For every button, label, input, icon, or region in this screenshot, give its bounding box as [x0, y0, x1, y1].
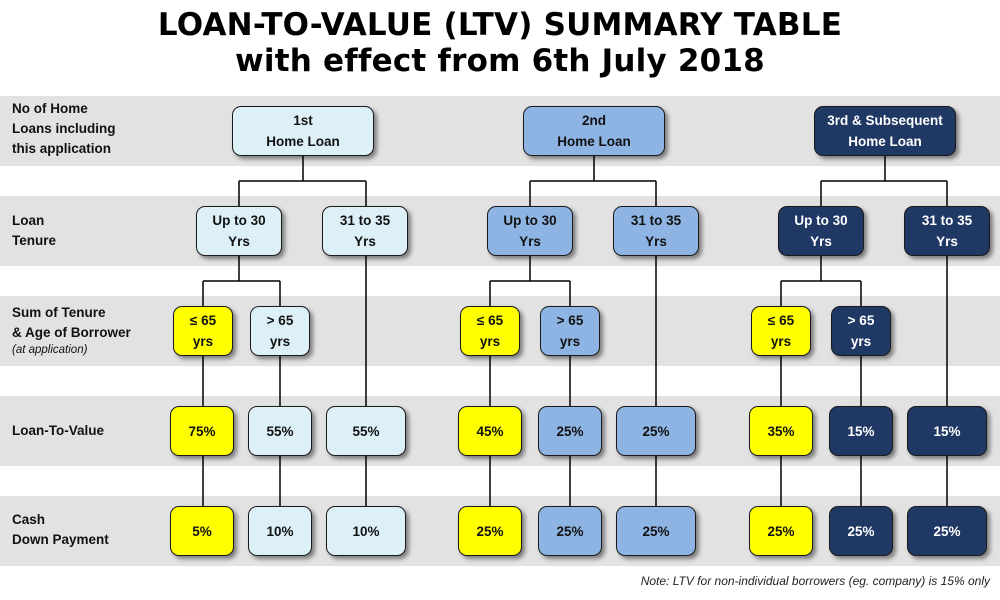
node-g2-ltv-3: 25%	[616, 406, 696, 456]
node-g3-cash-2: 25%	[829, 506, 893, 556]
node-g2-cash-3: 25%	[616, 506, 696, 556]
node-g3-ltv-3: 15%	[907, 406, 987, 456]
node-g1-cash-2: 10%	[248, 506, 312, 556]
node-g2-age-gt-65: > 65 yrs	[540, 306, 600, 356]
node-g1-ltv-1: 75%	[170, 406, 234, 456]
node-g3-ltv-1: 35%	[749, 406, 813, 456]
node-g2-tenure-31-35: 31 to 35 Yrs	[613, 206, 699, 256]
node-g3-age-le-65: ≤ 65 yrs	[751, 306, 811, 356]
node-g3-cash-1: 25%	[749, 506, 813, 556]
node-g1-ltv-2: 55%	[248, 406, 312, 456]
node-g1-age-le-65: ≤ 65 yrs	[173, 306, 233, 356]
node-g1-age-gt-65: > 65 yrs	[250, 306, 310, 356]
node-1st-home-loan: 1st Home Loan	[232, 106, 374, 156]
node-2nd-home-loan: 2nd Home Loan	[523, 106, 665, 156]
node-g2-cash-2: 25%	[538, 506, 602, 556]
node-g1-ltv-3: 55%	[326, 406, 406, 456]
title-line-1: LOAN-TO-VALUE (LTV) SUMMARY TABLE	[157, 7, 843, 43]
label-loan-tenure: Loan Tenure	[12, 213, 57, 248]
node-g2-tenure-up-to-30: Up to 30 Yrs	[487, 206, 573, 256]
node-g3-age-gt-65: > 65 yrs	[831, 306, 891, 356]
node-g3-ltv-2: 15%	[829, 406, 893, 456]
title-line-2: with effect from 6th July 2018	[235, 43, 765, 79]
label-home-loans: No of Home Loans including this applicat…	[12, 101, 116, 156]
label-cash-down: Cash Down Payment	[12, 512, 109, 547]
node-g2-ltv-2: 25%	[538, 406, 602, 456]
node-g1-tenure-up-to-30: Up to 30 Yrs	[196, 206, 282, 256]
node-g1-tenure-31-35: 31 to 35 Yrs	[322, 206, 408, 256]
node-g3-cash-3: 25%	[907, 506, 987, 556]
footnote: Note: LTV for non-individual borrowers (…	[640, 574, 990, 588]
node-3rd-subsequent-home-loan: 3rd & Subsequent Home Loan	[814, 106, 956, 156]
label-ltv: Loan-To-Value	[12, 423, 105, 438]
node-g1-cash-1: 5%	[170, 506, 234, 556]
node-g2-cash-1: 25%	[458, 506, 522, 556]
node-g3-tenure-up-to-30: Up to 30 Yrs	[778, 206, 864, 256]
node-g2-ltv-1: 45%	[458, 406, 522, 456]
node-g2-age-le-65: ≤ 65 yrs	[460, 306, 520, 356]
node-g3-tenure-31-35: 31 to 35 Yrs	[904, 206, 990, 256]
label-at-application: (at application)	[12, 344, 88, 356]
label-sum-tenure-age: Sum of Tenure & Age of Borrower (at appl…	[12, 305, 131, 356]
node-g1-cash-3: 10%	[326, 506, 406, 556]
